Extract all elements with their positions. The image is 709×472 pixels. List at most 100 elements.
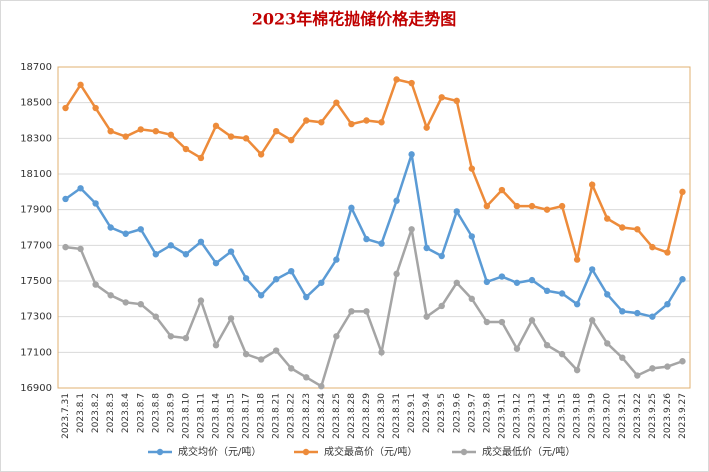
data-point — [363, 308, 370, 315]
data-point — [543, 342, 551, 349]
data-point — [363, 117, 370, 124]
data-point — [122, 230, 129, 237]
x-tick-label: 2023.8.23 — [302, 393, 312, 439]
x-tick-label: 2023.8.1 — [76, 393, 86, 433]
data-point — [543, 206, 551, 213]
data-point — [649, 313, 656, 320]
data-point — [423, 313, 430, 320]
data-point — [378, 119, 385, 126]
y-tick-label: 17100 — [20, 347, 52, 358]
data-point — [588, 266, 596, 273]
data-point — [408, 79, 415, 87]
y-tick-label: 18500 — [20, 98, 52, 109]
data-point — [137, 300, 144, 308]
data-point — [348, 308, 355, 315]
x-tick-label: 2023.8.30 — [377, 393, 387, 439]
data-point — [528, 202, 536, 210]
x-tick-label: 2023.8.15 — [227, 393, 237, 439]
data-point — [619, 224, 626, 231]
x-tick-label: 2023.8.29 — [362, 393, 372, 439]
data-point — [573, 256, 581, 263]
data-point — [182, 145, 190, 153]
data-point — [212, 342, 220, 349]
data-point — [92, 281, 99, 288]
legend-label: 成交均价（元/吨） — [178, 445, 261, 458]
data-point — [242, 350, 250, 358]
data-point — [318, 383, 325, 390]
legend-marker — [460, 448, 468, 456]
legend-label: 成交最低价（元/吨） — [482, 445, 575, 458]
data-point — [303, 293, 310, 301]
data-point — [288, 136, 295, 144]
data-point — [664, 300, 671, 308]
data-point — [227, 315, 235, 322]
x-tick-label: 2023.8.25 — [332, 393, 342, 439]
data-point — [272, 276, 280, 283]
data-point — [122, 133, 129, 140]
x-tick-label: 2023.8.10 — [181, 393, 191, 439]
data-point — [303, 374, 310, 381]
y-tick-label: 17700 — [20, 240, 52, 251]
data-point — [152, 251, 160, 258]
x-tick-label: 2023.9.15 — [558, 393, 568, 439]
data-point — [333, 99, 340, 106]
data-point — [348, 204, 355, 212]
data-point — [423, 244, 430, 252]
x-tick-label: 2023.9.4 — [422, 393, 432, 433]
data-point — [197, 154, 205, 162]
x-tick-label: 2023.8.31 — [392, 393, 402, 439]
x-tick-label: 2023.8.4 — [121, 393, 131, 433]
data-point — [498, 273, 506, 280]
data-point — [288, 267, 295, 275]
data-point — [438, 252, 445, 260]
data-point — [619, 308, 626, 315]
data-point — [303, 117, 310, 124]
data-point — [348, 120, 355, 128]
x-tick-label: 2023.8.2 — [91, 393, 101, 433]
x-tick-label: 2023.8.3 — [106, 393, 116, 433]
legend-marker — [302, 448, 310, 456]
data-point — [167, 242, 175, 249]
x-tick-label: 2023.9.27 — [678, 393, 688, 439]
x-tick-label: 2023.9.14 — [543, 393, 553, 439]
data-point — [182, 251, 190, 258]
data-point — [318, 279, 325, 286]
x-tick-label: 2023.8.28 — [347, 393, 357, 439]
data-point — [182, 334, 190, 342]
data-point — [423, 124, 430, 131]
x-tick-label: 2023.9.18 — [573, 393, 583, 439]
x-tick-label: 2023.9.12 — [512, 393, 522, 439]
data-point — [498, 186, 506, 194]
data-point — [197, 297, 205, 304]
x-tick-label: 2023.9.19 — [588, 393, 598, 439]
x-tick-label: 2023.8.22 — [287, 393, 297, 439]
data-point — [363, 235, 370, 243]
data-point — [604, 291, 611, 298]
y-tick-label: 17300 — [20, 312, 52, 323]
data-point — [62, 243, 69, 251]
x-tick-label: 2023.9.1 — [407, 393, 417, 433]
data-point — [107, 128, 114, 135]
data-point — [77, 245, 84, 253]
x-tick-label: 2023.9.6 — [452, 393, 462, 433]
data-point — [483, 318, 491, 326]
data-point — [378, 349, 385, 356]
data-point — [393, 197, 400, 204]
x-tick-label: 2023.9.21 — [618, 393, 628, 439]
data-point — [588, 317, 596, 324]
y-tick-label: 17900 — [20, 205, 52, 216]
x-tick-label: 2023.9.26 — [663, 393, 673, 439]
data-point — [318, 119, 325, 126]
data-point — [242, 135, 250, 142]
data-point — [137, 126, 144, 133]
data-point — [528, 276, 536, 284]
data-point — [619, 354, 626, 361]
data-point — [679, 276, 686, 283]
data-point — [408, 151, 415, 158]
data-point — [288, 365, 295, 372]
series-line — [65, 228, 683, 389]
data-point — [513, 202, 521, 210]
x-tick-label: 2023.9.5 — [437, 393, 447, 433]
x-tick-label: 2023.9.25 — [648, 393, 658, 439]
